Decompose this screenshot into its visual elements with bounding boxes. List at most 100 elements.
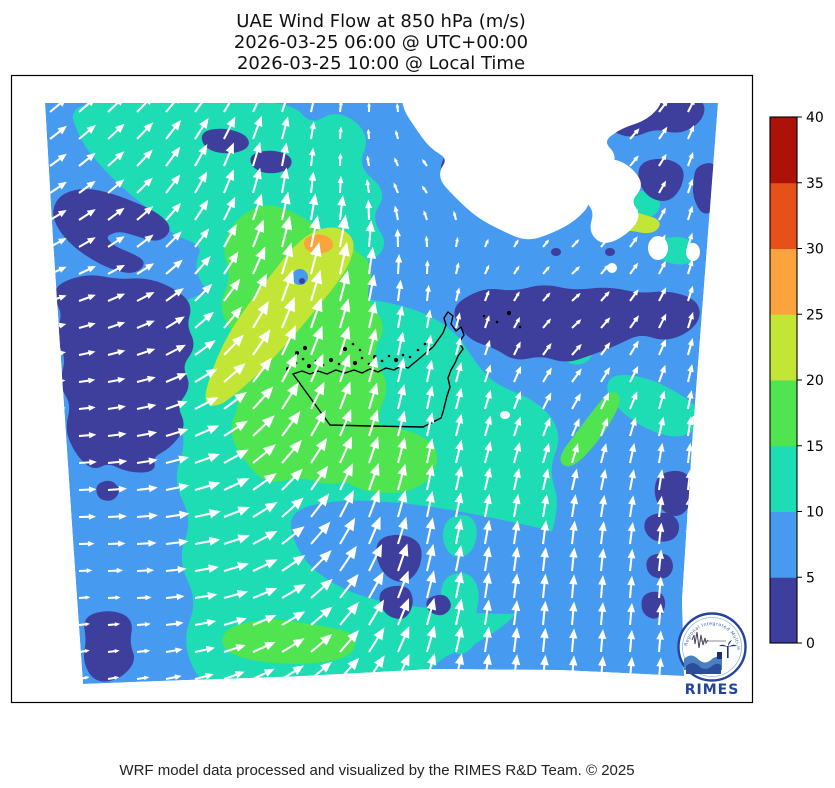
wind-arrow-shaft [541,554,546,572]
wind-arrow-head [541,183,546,188]
wind-arrow-head [569,520,578,531]
wind-arrow-shaft [686,475,691,491]
wind-arrow-head [201,283,213,295]
wind-arrow-head [454,518,464,531]
wind-arrow-shaft [194,647,209,654]
wind-arrow-head [147,430,158,438]
wind-arrow-shaft [599,528,604,545]
wind-arrow-head [631,365,639,375]
wind-arrow-head [604,264,610,270]
wind-arrow-shaft [252,254,263,275]
wind-arrow-shaft [107,649,117,654]
wind-arrow-shaft [629,185,637,194]
chart-subtitle-utc: 2026-03-25 06:00 @ UTC+00:00 [234,32,528,53]
wind-arrow-head [199,199,209,211]
wind-arrow-shaft [136,542,151,546]
wind-arrow-shaft [628,636,633,653]
island-dot [482,314,486,318]
wind-arrow-head [147,403,157,410]
wind-arrow-shaft [223,592,241,600]
wind-arrow-head [114,675,120,680]
wind-arrow-shaft [484,318,489,329]
wind-arrow-head [144,621,151,627]
wind-arrow-head [344,517,356,532]
wind-arrow-head [170,174,181,185]
wind-arrow-head [688,311,694,320]
wind-arrow-shaft [686,263,693,275]
wind-arrow-shaft [165,430,182,438]
wind-arrow-shaft [194,371,211,383]
wind-arrow-shaft [194,233,206,248]
wind-arrow-head [88,405,96,411]
wind-arrow-head [117,404,126,411]
wind-arrow-head [368,328,378,341]
wind-arrow-head [226,116,236,128]
wind-arrow-head [365,179,371,186]
wind-arrow-shaft [571,321,580,329]
wind-arrow-shaft [223,123,233,140]
wind-arrow-shaft [223,176,232,194]
wind-arrow-shaft [223,368,240,383]
wind-arrow-head [57,181,67,190]
wind-arrow-head [310,242,322,257]
wind-arrow-head [337,214,350,230]
wind-arrow-shaft [600,131,607,140]
colorbar-segment-10-15 [770,445,797,512]
wind-arrow-head [84,675,90,680]
wind-arrow-head [569,547,578,558]
wind-arrow-shaft [658,291,665,302]
wind-arrow-head [660,234,666,241]
wind-arrow-shaft [136,569,149,573]
wind-arrow-shaft [368,579,380,599]
wind-arrow-shaft [252,103,261,113]
wind-arrow-shaft [454,342,461,356]
wind-arrow-head [424,260,430,267]
wind-arrow-shaft [194,103,207,113]
wind-arrow-shaft [396,498,405,518]
island-dot [518,325,522,329]
wind-arrow-shaft [281,587,299,599]
colorbar-segment-5-10 [770,511,797,578]
wind-arrow-head [482,211,487,217]
wind-arrow-head [338,126,343,132]
wind-arrow-head [514,391,522,400]
wind-arrow-shaft [658,317,665,329]
wind-arrow-head [253,193,263,207]
wind-arrow-head [313,353,324,368]
wind-arrow-head [455,312,462,320]
wind-arrow-head [484,389,492,399]
wind-arrow-shaft [454,368,461,383]
wind-arrow-head [366,155,370,161]
wind-arrow-head [400,653,410,667]
wind-arrow-shaft [629,265,637,275]
wind-arrow-shaft [280,252,290,275]
wind-arrow-shaft [223,257,235,275]
wind-arrow-shaft [425,578,433,599]
wind-arrow-shaft [339,362,348,383]
wind-arrow-head [236,589,249,599]
colorbar-tick-label: 15 [806,439,824,455]
island-dot [352,360,358,366]
wind-arrow-shaft [425,525,433,545]
wind-arrow-head [573,103,579,108]
wind-arrow-shaft [686,369,692,383]
wind-arrow-shaft [136,432,151,438]
wind-arrow-head [685,442,694,452]
wind-arrow-head [176,593,185,601]
wind-arrow-shaft [570,475,577,491]
island-dot [328,357,334,363]
wind-arrow-shaft [425,419,432,437]
wind-arrow-head [236,617,247,626]
wind-arrow-head [86,152,96,162]
wind-arrow-shaft [107,182,120,194]
wind-arrow-head [116,567,124,574]
wind-arrow-head [425,411,435,423]
wind-arrow-head [347,629,360,643]
wind-arrow-shaft [570,635,575,653]
region-yellow-band [205,227,354,406]
wind-arrow-shaft [338,103,342,113]
wind-arrow-head [87,322,96,329]
wind-arrow-head [511,520,521,531]
wind-arrow-shaft [281,279,291,302]
wind-arrow-head [88,377,96,384]
